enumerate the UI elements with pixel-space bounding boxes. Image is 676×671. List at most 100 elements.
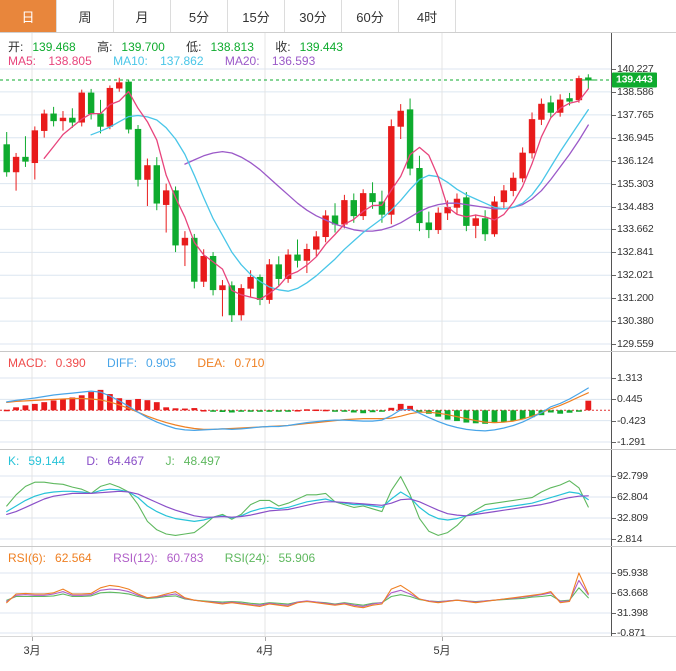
high-label: 高: 139.700 [97,40,174,54]
price-axis-tick: 136.945 [617,131,654,144]
macd-axis-tick-mark [612,399,616,401]
kdj-axis-tick: 92.799 [617,470,648,482]
tab-4[interactable]: 5分 [171,0,228,32]
high-key: 高: [97,40,113,54]
candlestick-plot[interactable] [0,33,611,351]
time-axis-label: 4月 [256,645,274,657]
price-axis-tick: 137.765 [617,108,654,121]
price-axis-tick-mark [612,321,616,323]
macd-axis: 1.313 0.445 -0.423 -1.291 [611,352,676,449]
time-axis-tick [442,637,443,641]
kdj-axis-tick-mark [612,476,616,477]
time-axis: 3月 4月 5月 [0,636,676,671]
price-axis-tick: 135.303 [617,177,654,190]
rsi-legend: RSI(6): 62.564 RSI(12): 60.783 RSI(24): 55.… [8,551,333,565]
rsi-axis-tick-mark [612,633,616,634]
rsi-axis-tick-mark [612,573,616,574]
time-axis-label: 3月 [23,645,41,657]
tab-label: 月 [135,9,149,25]
price-axis-tick-mark [612,206,616,208]
open-value: 139.468 [32,40,76,54]
rsi-axis-tick: 63.668 [617,587,648,599]
kdj-axis-tick: 62.804 [617,491,648,503]
open-label: 开: 139.468 [8,40,85,54]
d-legend-item: D: 64.467 [86,454,145,468]
macd-plot[interactable] [0,352,611,449]
price-axis-tick-mark [612,183,616,185]
macd-panel[interactable]: MACD: 0.390 DIFF: 0.905 DEA: 0.710 1.313 0.4… [0,352,676,450]
price-axis-tick-mark [612,229,616,231]
macd-axis-tick: 1.313 [617,372,643,384]
rsi-axis-tick-mark [612,593,616,594]
close-value: 139.443 [299,40,343,54]
macd-axis-tick-mark [612,378,616,379]
tab-5[interactable]: 15分 [228,0,285,32]
ma20-legend: MA20: 136.593 [224,54,316,68]
ma5-legend: MA5: 138.805 [8,54,92,68]
kdj-axis: 92.799 62.804 32.809 2.814 [611,450,676,546]
time-axis-label: 5月 [433,645,451,657]
price-axis-tick-mark [612,137,616,139]
price-axis-tick: 131.200 [617,292,654,305]
kdj-axis-tick-mark [612,497,616,498]
price-axis-tick: 132.841 [617,246,654,259]
price-axis: 140.227 138.586 137.765 136.945 136.124 135.3… [611,33,676,351]
time-axis-tick [32,637,33,641]
dea-legend-item: DEA: 0.710 [197,356,265,370]
macd-legend: MACD: 0.390 DIFF: 0.905 DEA: 0.710 [8,356,282,370]
tab-label: 周 [78,9,92,25]
tab-3[interactable]: 月 [114,0,171,32]
rsi-axis: 95.938 63.668 31.398 -0.871 [611,547,676,646]
main-price-panel[interactable]: 开: 139.468 高: 139.700 低: 138.813 收: 139.443 … [0,33,676,352]
price-axis-tick: 133.662 [617,223,654,236]
kdj-panel[interactable]: K: 59.144 D: 64.467 J: 48.497 92.799 62.804 3… [0,450,676,547]
rsi-axis-tick-mark [612,613,616,614]
tab-2[interactable]: 周 [57,0,114,32]
rsi-plot[interactable] [0,547,611,646]
price-axis-tick-mark [612,298,616,300]
price-axis-tick-mark [612,344,616,345]
price-axis-tick-mark [612,114,616,116]
price-axis-tick: 136.124 [617,154,654,167]
tab-label: 5分 [188,9,210,25]
kdj-axis-tick: 32.809 [617,512,648,524]
price-axis-tick-mark [612,91,616,93]
kdj-legend: K: 59.144 D: 64.467 J: 48.497 [8,454,238,468]
close-label: 收: 139.443 [275,40,352,54]
current-price-tag: 139.443 [612,72,657,88]
macd-axis-tick-mark [612,442,616,443]
kdj-plot[interactable] [0,450,611,546]
tab-1[interactable]: 日 [0,0,57,32]
chart-stack: 开: 139.468 高: 139.700 低: 138.813 收: 139.443 … [0,33,676,671]
rsi-panel[interactable]: RSI(6): 62.564 RSI(12): 60.783 RSI(24): 55.… [0,547,676,647]
rsi-axis-tick: 31.398 [617,607,648,619]
low-label: 低: 138.813 [186,40,263,54]
rsi-axis-tick: 95.938 [617,567,648,579]
price-axis-tick-mark [612,275,616,277]
price-axis-tick-mark [612,69,616,70]
tab-6[interactable]: 30分 [285,0,342,32]
tab-bar-filler [456,0,676,32]
ma10-legend: MA10: 137.862 [113,54,204,68]
kdj-axis-tick: 2.814 [617,533,643,545]
tab-8[interactable]: 4时 [399,0,456,32]
rsi12-legend-item: RSI(12): 60.783 [113,551,204,565]
price-axis-tick-mark [612,252,616,254]
price-axis-tick: 129.559 [617,338,654,350]
kdj-axis-tick-mark [612,539,616,540]
tab-7[interactable]: 60分 [342,0,399,32]
ohlc-legend: 开: 139.468 高: 139.700 低: 138.813 收: 139.443 [8,38,361,55]
low-key: 低: [186,40,202,54]
time-axis-tick [265,637,266,641]
price-axis-tick: 132.021 [617,269,654,282]
rsi24-legend-item: RSI(24): 55.906 [224,551,316,565]
macd-axis-tick-mark [612,420,616,422]
tab-label: 4时 [416,9,438,25]
timeframe-tab-bar[interactable]: 日 周 月 5分 15分 30分 60分 4时 [0,0,676,33]
macd-axis-tick: -0.423 [617,414,646,427]
rsi6-legend-item: RSI(6): 62.564 [8,551,92,565]
tab-label: 30分 [299,9,327,25]
ma-legend: MA5: 138.805 MA10: 137.862 MA20: 136.593 [8,54,333,68]
low-value: 138.813 [210,40,254,54]
macd-axis-tick: -1.291 [617,436,646,448]
